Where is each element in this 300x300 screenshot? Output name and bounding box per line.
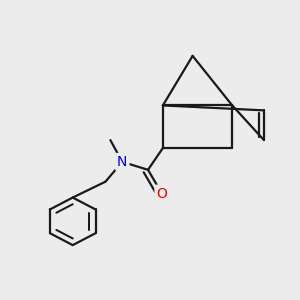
Text: N: N [117,155,128,169]
Text: O: O [157,187,167,201]
